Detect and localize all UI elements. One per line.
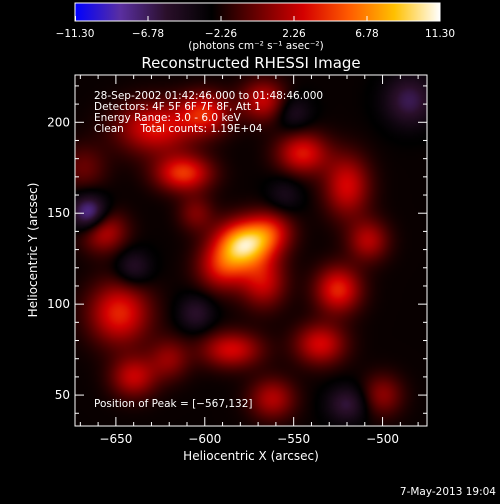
y-tick-label: 150: [47, 206, 70, 220]
footer-date: 7-May-2013 19:04: [400, 486, 496, 498]
colorbar-tick-label: 6.78: [355, 28, 378, 40]
x-tick-label: −500: [366, 432, 399, 446]
x-axis-label: Heliocentric X (arcsec): [183, 449, 319, 463]
annotation-algorithm-counts: Clean Total counts: 1.19E+04: [94, 123, 263, 135]
peak-position-label: Position of Peak = [−567,132]: [94, 398, 253, 410]
x-tick-label: −550: [277, 432, 310, 446]
heatmap-image: [75, 75, 427, 426]
y-axis-label: Heliocentric Y (arcsec): [26, 183, 40, 318]
colorbar-tick-label: −6.78: [132, 28, 164, 40]
y-tick-label: 100: [47, 297, 70, 311]
annotation-energy-range: Energy Range: 3.0 - 6.0 keV: [94, 112, 242, 124]
colorbar-tick-label: 11.30: [425, 28, 455, 40]
colorbar-gradient: [75, 3, 440, 21]
x-tick-label: −650: [99, 432, 132, 446]
axis-ticks: −650 −600 −550 −500 50 100 150 200: [47, 75, 427, 446]
y-tick-label: 50: [55, 388, 70, 402]
annotation-detectors: Detectors: 4F 5F 6F 7F 8F, Att 1: [94, 101, 261, 113]
colorbar-unit-label: (photons cm⁻² s⁻¹ asec⁻²): [188, 40, 323, 52]
heatmap-area: −650 −600 −550 −500 50 100 150 200: [47, 74, 428, 446]
y-tick-label: 200: [47, 115, 70, 129]
colorbar-frame: [74, 2, 441, 22]
colorbar: −11.30 −6.78 −2.26 2.26 6.78 11.30 (photons c…: [56, 2, 455, 52]
x-tick-label: −600: [188, 432, 221, 446]
annotation-time-range: 28-Sep-2002 01:42:46.000 to 01:48:46.000: [94, 90, 323, 102]
observation-info: 28-Sep-2002 01:42:46.000 to 01:48:46.000…: [94, 90, 323, 410]
chart-title: Reconstructed RHESSI Image: [141, 54, 360, 72]
colorbar-ticks: −11.30 −6.78 −2.26 2.26 6.78 11.30: [56, 16, 455, 40]
colorbar-tick-label: −11.30: [56, 28, 95, 40]
colorbar-tick-label: −2.26: [205, 28, 237, 40]
colorbar-tick-label: 2.26: [282, 28, 306, 40]
plot-frame: [74, 74, 428, 427]
